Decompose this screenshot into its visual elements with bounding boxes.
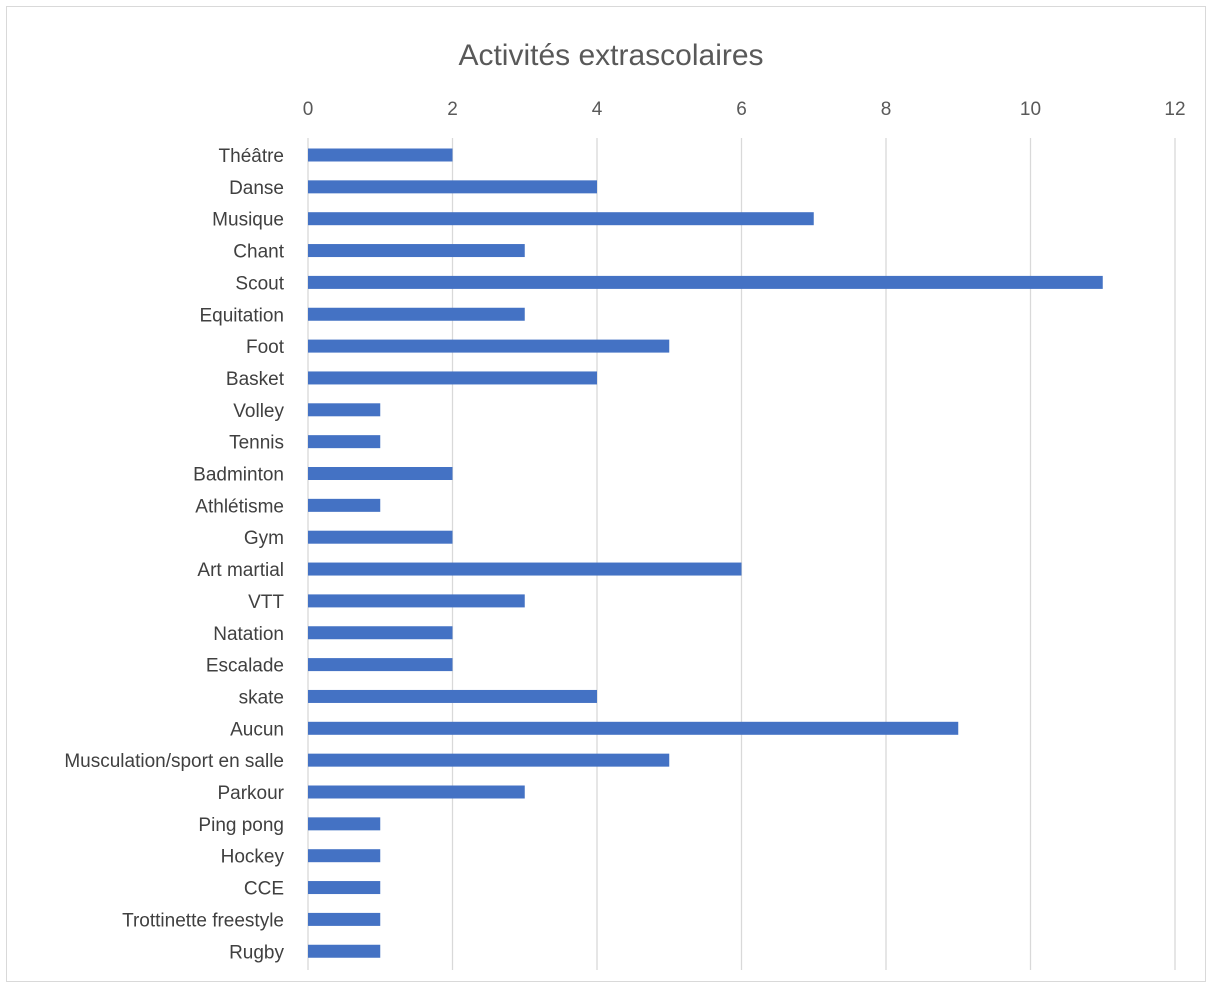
category-label: Rugby [229,942,284,963]
category-label: Musique [212,210,284,231]
bar [308,594,525,608]
category-label: Athlétisme [195,496,284,517]
x-tick-label: 10 [1020,99,1041,120]
category-label: Chant [233,242,284,263]
bar [308,721,959,735]
category-label: Tennis [229,433,284,454]
bar [308,371,597,385]
category-label: Théâtre [219,146,284,167]
bar [308,498,381,512]
category-label: Natation [213,624,284,645]
category-label: Basket [226,369,285,390]
category-labels: Théâtre Danse Musique Chant Scout Equitation F… [64,146,284,963]
category-label: Gym [244,528,284,549]
category-label: Scout [235,273,284,294]
bar [308,944,381,958]
bar [308,658,453,672]
category-label: Aucun [230,719,284,740]
x-tick-label: 12 [1164,99,1185,120]
bar [308,467,453,480]
bars [308,148,1103,958]
category-label: Musculation/sport en salle [64,751,284,772]
bar [308,785,525,799]
category-label: Ping pong [198,815,284,836]
category-label: CCE [244,879,284,900]
x-tick-label: 6 [736,99,747,120]
category-label: Trottinette freestyle [122,910,284,931]
x-tick-label: 8 [881,99,892,120]
bar [308,689,597,703]
category-label: skate [239,687,284,708]
bar [308,275,1103,289]
x-tick-label: 2 [447,99,458,120]
category-label: Art martial [197,560,284,581]
bar [308,212,814,226]
bar [308,912,381,926]
chart-area [6,6,1206,982]
bar [308,817,381,831]
category-label: Badminton [193,465,284,486]
bar [308,403,381,417]
bar [308,244,525,258]
bar [308,530,453,544]
category-label: Volley [233,401,284,422]
category-label: Equitation [199,305,284,326]
x-tick-label: 4 [592,99,603,120]
bar [308,849,381,863]
bar [308,339,670,353]
category-label: Parkour [217,783,284,804]
bar [308,180,597,194]
gridlines [307,138,1176,970]
x-axis-tick-labels: 0 2 4 6 8 10 12 [303,99,1186,120]
x-tick-label: 0 [303,99,314,120]
category-label: Foot [246,337,285,358]
bar [308,435,381,449]
category-label: Escalade [206,656,284,677]
bar [308,307,525,321]
bar [308,148,453,162]
bar [308,562,742,576]
bar [308,881,381,895]
category-label: VTT [248,592,284,613]
category-label: Danse [229,178,284,199]
bar [308,626,453,640]
chart-title: Activités extrascolaires [458,39,763,72]
bar [308,753,670,767]
category-label: Hockey [221,847,285,868]
